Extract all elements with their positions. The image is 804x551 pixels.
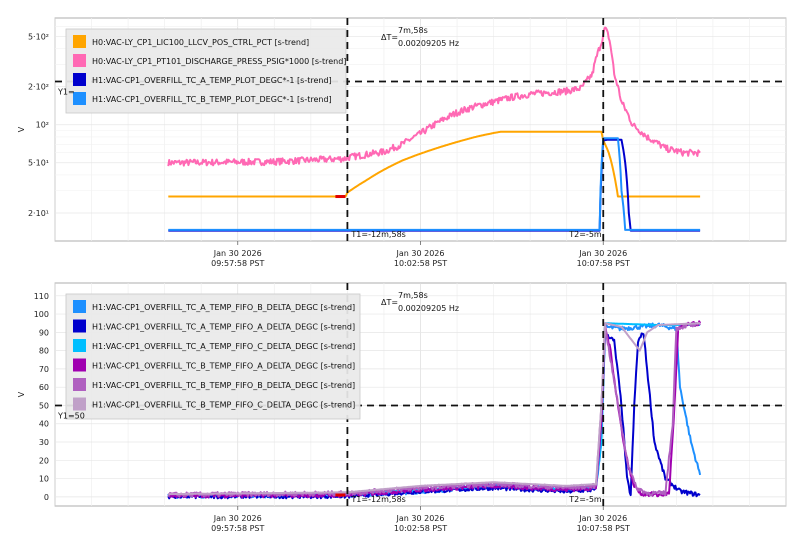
y-tick-label: 0 [44, 493, 49, 502]
y-tick-label: 80 [39, 347, 49, 356]
legend-swatch-3 [73, 73, 86, 86]
y-tick-label: 110 [34, 292, 49, 301]
y-tick-label: 2·10¹ [28, 209, 49, 218]
y-tick-label: 10 [39, 475, 49, 484]
x-tick-label-date: Jan 30 2026 [578, 249, 627, 258]
x-tick-label-time: 10:07:58 PST [577, 259, 630, 268]
legend: H0:VAC-LY_CP1_LIC100_LLCV_POS_CTRL_PCT [… [65, 28, 347, 114]
series-line-2 [167, 26, 701, 167]
y-tick-label: 40 [39, 420, 49, 429]
legend-swatch-4 [73, 92, 86, 105]
legend-entry-4: H1:VAC-CP1_OVERFILL_TC_B_TEMP_FIFO_A_DEL… [92, 362, 355, 371]
cursor-y1-label: Y1= [57, 87, 75, 96]
legend-swatch-5 [73, 378, 86, 391]
x-tick-label-time: 09:57:58 PST [211, 259, 264, 268]
legend-entry-1: H1:VAC-CP1_OVERFILL_TC_A_TEMP_FIFO_B_DEL… [92, 303, 355, 312]
delta-t-label: ΔT= [381, 33, 398, 42]
y-axis-label: V [17, 391, 26, 397]
delta-f-value: 0.00209205 Hz [398, 39, 459, 48]
y-tick-label: 50 [39, 401, 49, 410]
x-tick-label-time: 09:57:58 PST [211, 524, 264, 533]
legend-entry-1: H0:VAC-LY_CP1_LIC100_LLCV_POS_CTRL_PCT [… [92, 38, 309, 47]
cursor-y1-label: Y1=50 [57, 411, 85, 420]
legend-entry-3: H1:VAC-CP1_OVERFILL_TC_A_TEMP_FIFO_C_DEL… [92, 342, 355, 351]
y-axis-label: V [17, 126, 26, 132]
cursor-t1-label: T1=-12m,58s [350, 230, 405, 239]
y-tick-label: 100 [34, 310, 49, 319]
x-tick-label-date: Jan 30 2026 [213, 514, 262, 523]
y-tick-label: 5·10¹ [28, 159, 49, 168]
x-tick-label-time: 10:07:58 PST [577, 524, 630, 533]
legend-entry-5: H1:VAC-CP1_OVERFILL_TC_B_TEMP_FIFO_B_DEL… [92, 381, 355, 390]
legend-entry-4: H1:VAC-CP1_OVERFILL_TC_B_TEMP_PLOT_DEGC*… [92, 95, 332, 104]
x-tick-label-time: 10:02:58 PST [394, 524, 447, 533]
y-tick-label: 30 [39, 438, 49, 447]
legend-entry-2: H0:VAC-LY_CP1_PT101_DISCHARGE_PRESS_PSIG… [92, 57, 346, 66]
y-tick-label: 90 [39, 328, 49, 337]
delta-f-value: 0.00209205 Hz [398, 304, 459, 313]
series-line-6 [168, 322, 701, 496]
legend-box [65, 293, 361, 420]
cursor-t2-label: T2=-5m [568, 230, 602, 239]
cursor-marker [335, 493, 346, 497]
legend-swatch-2 [73, 319, 86, 333]
legend-swatch-3 [73, 339, 86, 352]
cursor-t2-label: T2=-5m [568, 495, 602, 504]
delta-t-value: 7m,58s [398, 291, 428, 300]
legend-box [65, 28, 347, 114]
legend-entry-3: H1:VAC-CP1_OVERFILL_TC_A_TEMP_PLOT_DEGC*… [92, 76, 332, 85]
cursor-t1-label: T1=-12m,58s [350, 495, 405, 504]
delta-t-label: ΔT= [381, 298, 398, 307]
series-line-4 [168, 137, 701, 231]
x-tick-label-date: Jan 30 2026 [213, 249, 262, 258]
series-group [167, 320, 702, 500]
series-group [167, 26, 701, 232]
legend-entry-2: H1:VAC-CP1_OVERFILL_TC_A_TEMP_FIFO_A_DEL… [92, 323, 355, 332]
legend-swatch-6 [73, 397, 86, 411]
series-line-1 [168, 130, 701, 198]
y-tick-label: 20 [39, 456, 49, 465]
legend: H1:VAC-CP1_OVERFILL_TC_A_TEMP_FIFO_B_DEL… [65, 293, 361, 420]
x-tick-label-date: Jan 30 2026 [396, 514, 445, 523]
y-tick-label: 70 [39, 365, 49, 374]
delta-t-value: 7m,58s [398, 26, 428, 35]
legend-entry-6: H1:VAC-CP1_OVERFILL_TC_B_TEMP_FIFO_C_DEL… [92, 401, 355, 410]
legend-swatch-1 [73, 300, 86, 313]
y-tick-label: 2·10² [28, 83, 49, 92]
y-tick-label: 5·10² [28, 32, 49, 41]
cursor-marker [335, 195, 346, 199]
x-tick-label-date: Jan 30 2026 [578, 514, 627, 523]
y-tick-label: 10² [36, 121, 49, 130]
legend-swatch-2 [73, 54, 86, 67]
y-tick-label: 60 [39, 383, 49, 392]
legend-swatch-1 [73, 35, 86, 48]
x-tick-label-time: 10:02:58 PST [394, 259, 447, 268]
legend-swatch-4 [73, 358, 86, 372]
x-tick-label-date: Jan 30 2026 [396, 249, 445, 258]
